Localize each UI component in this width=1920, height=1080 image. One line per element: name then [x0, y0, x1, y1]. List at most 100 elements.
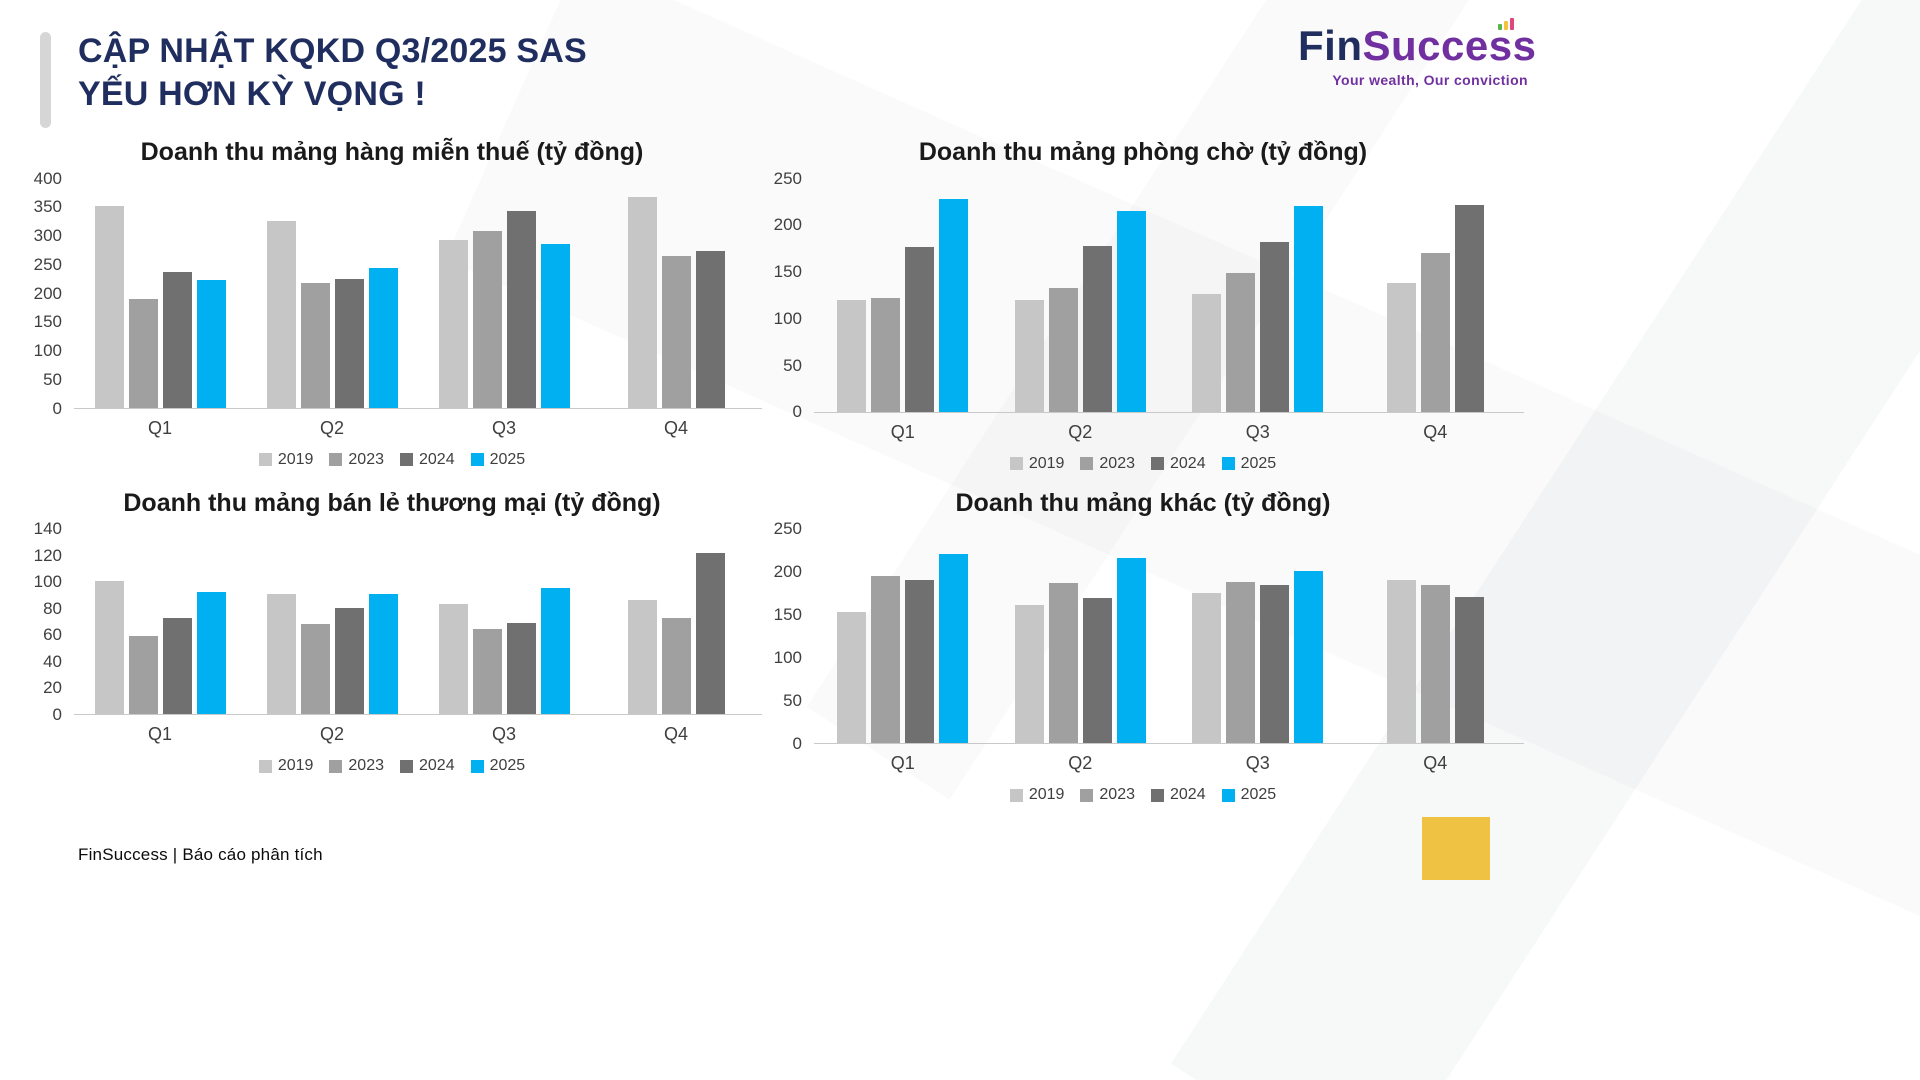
bar-group-q2	[246, 529, 418, 714]
chart-other-revenue: Doanh thu mảng khác (tỷ đồng) 250 200 150 1…	[762, 487, 1524, 805]
legend-label: 2019	[277, 757, 314, 774]
bar-2023	[871, 576, 901, 743]
x-axis-label: Q2	[1068, 421, 1093, 442]
bar-group-q2	[992, 529, 1170, 743]
y-tick-label: 400	[33, 168, 62, 188]
chart-duty-free-revenue: Doanh thu mảng hàng miễn thuế (tỷ đồng) …	[22, 136, 762, 473]
finsuccess-logo: FinSuccess Your wealth, Our conviction	[1298, 18, 1536, 88]
y-tick-label: 200	[33, 283, 62, 303]
bar-2019	[266, 221, 296, 408]
bar-2025	[368, 593, 398, 714]
bar-2025	[1116, 558, 1146, 743]
y-tick-label: 140	[33, 519, 62, 538]
y-tick-label: 40	[43, 651, 62, 671]
bar-2019	[837, 299, 867, 412]
bar-2019	[438, 239, 468, 408]
x-axis-label: Q1	[890, 421, 915, 442]
legend-item-2023: 2023	[1080, 455, 1135, 473]
bar-2023	[300, 624, 330, 714]
bar-2024	[1454, 204, 1484, 412]
bar-2023	[871, 297, 901, 412]
x-axis: Q1 Q2 Q3 Q4	[74, 418, 762, 439]
legend-label: 2025	[489, 757, 526, 774]
legend-swatch	[329, 759, 343, 773]
y-axis: 250 200 150 100 50 0	[762, 169, 814, 423]
legend-label: 2023	[348, 450, 384, 468]
bar-2024	[334, 608, 364, 714]
bar-2019	[1386, 579, 1416, 743]
bar-2023	[1420, 584, 1450, 743]
bar-2025	[939, 553, 969, 743]
bar-group-q4	[1347, 179, 1525, 412]
logo-wordmark: FinSuccess	[1298, 18, 1536, 70]
x-axis-label: Q3	[1245, 753, 1270, 773]
chart-retail-revenue: Doanh thu mảng bán lẻ thương mại (tỷ đồn…	[22, 487, 762, 805]
legend-item-2024: 2024	[1151, 455, 1206, 473]
x-axis-label: Q2	[319, 724, 344, 744]
x-axis-label: Q4	[663, 417, 688, 438]
legend-label: 2019	[1028, 454, 1065, 472]
bar-2024	[1082, 598, 1112, 743]
legend-swatch	[258, 759, 272, 773]
legend-label: 2024	[419, 757, 455, 774]
bar-2024	[695, 552, 725, 714]
y-tick-label: 100	[773, 308, 802, 328]
legend-swatch	[329, 453, 343, 466]
legend-item-2019: 2019	[258, 451, 313, 469]
x-axis-label: Q3	[491, 724, 516, 744]
charts-grid: Doanh thu mảng hàng miễn thuế (tỷ đồng) …	[22, 136, 1524, 804]
y-tick-label: 100	[33, 341, 62, 360]
y-tick-label: 100	[773, 648, 802, 667]
bar-2023	[661, 256, 691, 408]
x-axis-label: Q2	[1068, 753, 1093, 773]
legend-label: 2023	[1099, 786, 1135, 803]
bar-2019	[266, 593, 296, 714]
legend-label: 2024	[1170, 454, 1206, 472]
chart-lounge-revenue: Doanh thu mảng phòng chờ (tỷ đồng) 250 20…	[762, 136, 1524, 473]
bar-2023	[128, 636, 158, 714]
legend-item-2019: 2019	[258, 757, 314, 775]
x-axis: Q1 Q2 Q3 Q4	[74, 724, 762, 745]
chart-title: Doanh thu mảng khác (tỷ đồng)	[955, 488, 1331, 517]
bar-2025	[1294, 570, 1324, 743]
bar-group-q1	[814, 179, 992, 412]
bar-2019	[837, 612, 867, 743]
x-axis-label: Q2	[319, 417, 344, 438]
legend-label: 2024	[1170, 786, 1206, 803]
bar-2024	[334, 278, 364, 408]
bar-2023	[661, 617, 691, 714]
legend-swatch	[400, 759, 413, 773]
bar-group-q2	[246, 179, 418, 408]
bar-2024	[905, 579, 935, 743]
y-tick-label: 0	[52, 398, 62, 418]
chart-title: Doanh thu mảng phòng chờ (tỷ đồng)	[918, 138, 1368, 166]
legend-swatch	[1080, 457, 1094, 470]
legend-item-2025: 2025	[1221, 786, 1276, 804]
logo-chart-icon	[1498, 18, 1514, 30]
page-title-line1: CẬP NHẬT KQKD Q3/2025 SAS	[78, 32, 587, 70]
x-axis: Q1 Q2 Q3 Q4	[814, 753, 1524, 774]
y-tick-label: 200	[773, 215, 802, 235]
bar-2019	[1014, 299, 1044, 412]
x-axis-label: Q3	[491, 417, 516, 438]
y-tick-label: 250	[773, 168, 802, 188]
bar-2023	[128, 298, 158, 408]
legend-item-2023: 2023	[1080, 786, 1135, 804]
bar-2019	[627, 600, 657, 714]
bar-group-q3	[1169, 179, 1347, 412]
bar-2019	[94, 580, 124, 714]
y-tick-label: 80	[43, 598, 62, 618]
bar-group-q4	[590, 529, 762, 714]
legend-item-2025: 2025	[470, 757, 526, 775]
page-title: CẬP NHẬT KQKD Q3/2025 SAS YẾU HƠN KỲ VỌN…	[78, 30, 587, 116]
y-tick-label: 250	[33, 254, 62, 274]
legend-swatch	[1080, 788, 1094, 802]
legend-item-2024: 2024	[400, 757, 455, 775]
legend-label: 2025	[489, 450, 526, 468]
bar-2025	[540, 588, 570, 714]
chart-title: Doanh thu mảng bán lẻ thương mại (tỷ đồn…	[123, 488, 661, 517]
bar-2019	[1192, 593, 1222, 743]
bar-2019	[94, 205, 124, 408]
legend-item-2024: 2024	[1151, 786, 1206, 804]
bar-2019	[627, 197, 657, 408]
